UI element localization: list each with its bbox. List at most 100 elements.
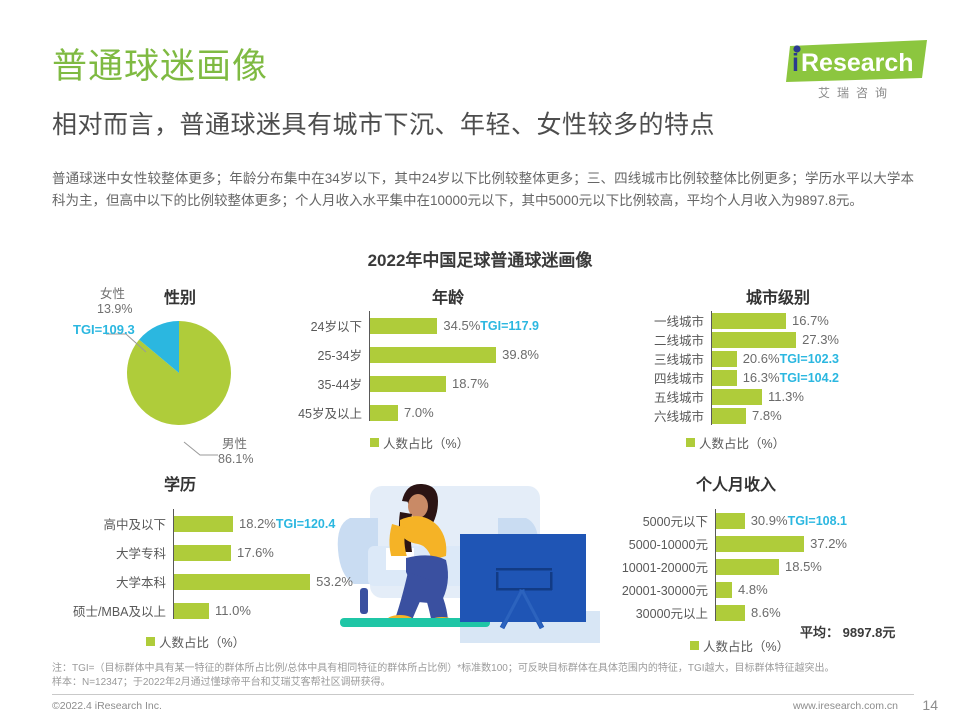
legend-swatch-icon	[146, 637, 155, 646]
bar	[712, 350, 737, 367]
bar	[716, 558, 779, 575]
age-bar-chart: 24岁以下 34.5%TGI=117.9 25-34岁 39.8% 35-44岁 18.7…	[298, 311, 539, 421]
bar-category-label: 高中及以下	[103, 518, 166, 532]
pie-leader-lines	[106, 333, 218, 456]
bar-value-label: 30.9%TGI=108.1	[750, 513, 847, 528]
svg-text:i: i	[792, 49, 799, 77]
bar-row: 三线城市 20.6%TGI=102.3	[654, 349, 839, 368]
legend-label: 人数占比（%）	[703, 640, 790, 654]
bar-row: 30000元以上 8.6%	[636, 601, 847, 624]
bar	[174, 602, 209, 619]
tv-screen-icon	[460, 534, 586, 630]
bar-value-label: 18.2%TGI=120.4	[239, 516, 336, 531]
age-axis	[369, 311, 370, 421]
chart-title-education: 学历	[164, 477, 197, 494]
bar	[174, 544, 231, 561]
bar-category-label: 二线城市	[653, 334, 704, 348]
legend-swatch-icon	[370, 438, 379, 447]
bar	[712, 369, 737, 386]
logo-mark-icon: i Research	[786, 40, 927, 82]
chart-title-age: 年龄	[432, 290, 465, 307]
pie-value-male: 86.1%	[218, 452, 254, 466]
bar	[370, 317, 438, 334]
chart-title-gender: 性别	[164, 290, 197, 307]
bar-value-label: 34.5%TGI=117.9	[443, 318, 539, 333]
bar	[174, 573, 311, 590]
bar-value-label: 11.0%	[215, 603, 251, 618]
svg-text:Research: Research	[801, 49, 914, 77]
legend-city: 人数占比（%）	[686, 433, 785, 452]
bar-row: 五线城市 11.3%	[654, 387, 839, 406]
legend-label: 人数占比（%）	[383, 437, 470, 451]
chart-block-title: 2022年中国足球普通球迷画像	[367, 251, 593, 270]
legend-swatch-icon	[690, 641, 699, 650]
bar-row: 5000元以下 30.9%TGI=108.1	[643, 509, 847, 532]
bar-row: 大学本科 53.2%	[116, 567, 353, 596]
bar-tgi-label: TGI=108.1	[787, 514, 847, 528]
bar-value-label: 7.8%	[752, 408, 782, 423]
income-axis	[715, 509, 716, 621]
chart-title-city: 城市级别	[746, 290, 811, 307]
footnote-line-2: 样本：N=12347；于2022年2月通过懂球帝平台和艾瑞艾客帮社区调研获得。	[52, 677, 391, 688]
bar-category-label: 30000元以上	[635, 607, 708, 621]
bar-value-label: 11.3%	[768, 389, 804, 404]
gender-pie-chart	[124, 318, 234, 433]
bar-row: 20001-30000元 4.8%	[622, 578, 847, 601]
legend-income: 人数占比（%）	[690, 636, 789, 655]
bar-row: 大学专科 17.6%	[116, 538, 353, 567]
bar-category-label: 四线城市	[653, 372, 704, 386]
page-title: 普通球迷画像	[52, 47, 269, 86]
bar-row: 一线城市 16.7%	[654, 311, 839, 330]
bar-value-label: 4.8%	[738, 582, 768, 597]
bar-value-label: 27.3%	[802, 332, 839, 347]
bar-row: 24岁以下 34.5%TGI=117.9	[311, 311, 539, 340]
page-subtitle: 相对而言，普通球迷具有城市下沉、年轻、女性较多的特点	[52, 111, 716, 139]
bar-category-label: 大学本科	[115, 576, 166, 590]
bar-category-label: 硕士/MBA及以上	[72, 605, 166, 619]
footer-copyright: ©2022.4 iResearch Inc.	[52, 700, 162, 712]
person-figure-icon	[360, 483, 455, 627]
education-axis	[173, 509, 174, 619]
city-axis	[711, 311, 712, 425]
bar	[716, 604, 745, 621]
bar-category-label: 25-34岁	[317, 349, 362, 363]
bar	[712, 312, 786, 329]
footnote: 注：TGI=（目标群体中具有某一特征的群体所占比例/总体中具有相同特征的群体所占…	[52, 662, 914, 690]
bar-value-label: 7.0%	[404, 405, 434, 420]
bar-value-label: 20.6%TGI=102.3	[742, 351, 839, 366]
illustration-mat	[340, 618, 490, 627]
bar-category-label: 三线城市	[653, 353, 704, 367]
bar	[712, 331, 797, 348]
bar-value-label: 18.7%	[452, 376, 489, 391]
bar-row: 六线城市 7.8%	[654, 406, 839, 425]
bar-category-label: 10001-20000元	[621, 561, 708, 575]
bar-row: 高中及以下 18.2%TGI=120.4	[103, 509, 353, 538]
footer-divider	[52, 694, 914, 695]
bar-category-label: 45岁及以上	[298, 407, 362, 421]
bar-category-label: 35-44岁	[317, 378, 362, 392]
income-average-label: 平均： 9897.8元	[800, 622, 895, 641]
bar	[716, 581, 732, 598]
pie-tgi-female: TGI=109.3	[73, 322, 135, 337]
bar-category-label: 大学专科	[115, 547, 166, 561]
bar-row: 5000-10000元 37.2%	[629, 532, 847, 555]
bar-tgi-label: TGI=104.2	[779, 371, 839, 385]
summary-paragraph: 普通球迷中女性较整体更多；年龄分布集中在34岁以下，其中24岁以下比例较整体更多…	[52, 171, 914, 208]
bar-category-label: 五线城市	[653, 391, 704, 405]
footer-website[interactable]: www.iresearch.com.cn	[792, 700, 898, 712]
bar-value-label: 39.8%	[502, 347, 539, 362]
bar	[716, 512, 745, 529]
iresearch-logo: i Research 艾瑞咨询	[772, 40, 932, 102]
bar-row: 10001-20000元 18.5%	[622, 555, 847, 578]
bar-value-label: 16.7%	[792, 313, 829, 328]
bar	[712, 388, 762, 405]
income-bar-chart: 5000元以下 30.9%TGI=108.1 5000-10000元 37.2% 100…	[622, 509, 847, 624]
pie-slice-male	[126, 321, 231, 425]
illustration-fan-watching-tv	[337, 483, 600, 643]
bar-row: 二线城市 27.3%	[654, 330, 839, 349]
bar-tgi-label: TGI=102.3	[779, 352, 839, 366]
pie-value-female: 13.9%	[97, 302, 133, 316]
average-value: 9897.8元	[842, 625, 896, 640]
bar-row: 四线城市 16.3%TGI=104.2	[654, 368, 839, 387]
bar-category-label: 六线城市	[653, 410, 704, 424]
